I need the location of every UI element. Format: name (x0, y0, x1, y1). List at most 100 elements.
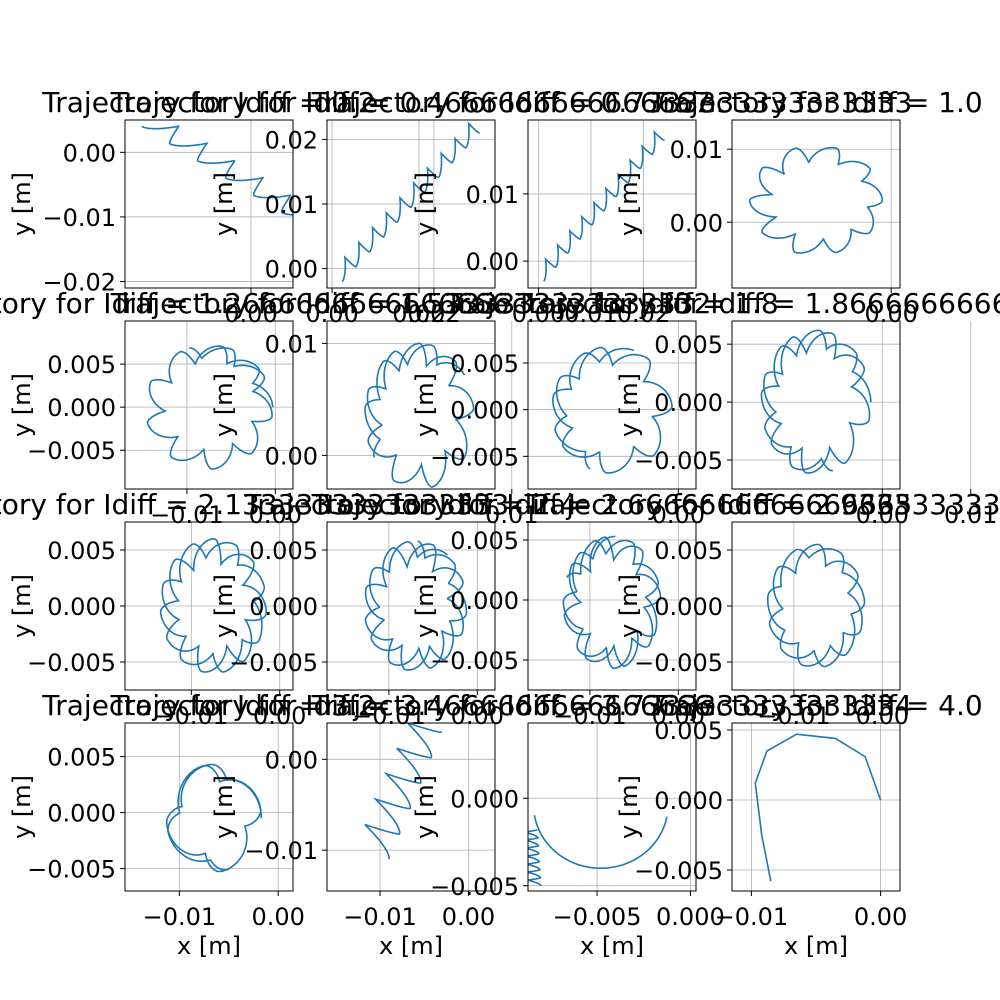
y-tick-label: 0.00 (466, 248, 519, 276)
y-tick-label: 0.000 (47, 593, 116, 621)
y-tick-label: −0.01 (42, 204, 116, 232)
trajectory-line (760, 329, 872, 474)
y-tick-label: 0.000 (654, 787, 723, 815)
x-tick-label: −0.01 (143, 903, 217, 931)
trajectory-line (146, 345, 274, 470)
y-tick-label: −0.02 (42, 269, 116, 297)
y-tick-label: 0.000 (450, 397, 519, 425)
y-tick-label: 0.005 (450, 527, 519, 555)
y-tick-label: 0.000 (450, 587, 519, 615)
y-tick-label: 0.000 (654, 593, 723, 621)
axes-frame (527, 119, 697, 289)
x-tick-label: −0.005 (553, 903, 642, 931)
trajectory-line (528, 829, 542, 887)
x-tick-label: 0.00 (251, 903, 304, 931)
y-tick-label: 0.005 (47, 744, 116, 772)
y-axis-label: y [m] (411, 775, 439, 839)
y-tick-label: 0.005 (654, 537, 723, 565)
y-axis-label: y [m] (8, 574, 36, 638)
y-tick-label: 0.005 (47, 537, 116, 565)
trajectory-line (533, 815, 668, 869)
subplot-title: Trajectory for Idiff = 3.466666666666666… (110, 689, 712, 722)
trajectory-line (552, 346, 673, 474)
y-tick-label: 0.000 (249, 593, 318, 621)
y-tick-label: −0.005 (634, 857, 723, 885)
y-axis-label: y [m] (8, 172, 36, 236)
subplot-title: Trajectory for Idiff = 2.133333333333333… (0, 488, 509, 521)
subplot-3: 0.00 0.01 0.020.010.00y [m]Trajectory for … (311, 86, 913, 328)
y-tick-label: 0.005 (654, 331, 723, 359)
x-tick-label: −0.01 (715, 903, 789, 931)
y-tick-label: 0.00 (265, 442, 318, 470)
y-tick-label: 0.000 (47, 394, 116, 422)
x-tick-label: −0.01 (150, 501, 224, 529)
subplot-title: Trajectory for Idiff = 1.266666666666666… (0, 287, 509, 320)
x-tick-label: 0.00 (854, 903, 907, 931)
trajectory-line (364, 540, 468, 671)
trajectory-line (543, 129, 665, 282)
trajectory-line (159, 538, 267, 673)
x-tick-label: 0.00 (253, 702, 306, 730)
x-tick-label: −0.01 (343, 903, 417, 931)
subplot-7: 0.00 0.005 0.000 −0.005 y [m] Trajectory for … (411, 287, 779, 529)
subplot-title: Trajectory for Idiff = 2.4 (243, 488, 577, 521)
y-tick-label: 0.000 (450, 785, 519, 813)
x-tick-label: 0.01 (564, 300, 617, 328)
trajectory-line (364, 342, 475, 488)
axes-frame (731, 722, 901, 892)
subplot-16: −0.01 0.00 0.005 0.000 −0.005 y [m] x [m] Traje… (615, 689, 983, 960)
y-axis-label: y [m] (8, 373, 36, 437)
trajectory-line (748, 146, 884, 254)
x-tick-label: 0.00 (305, 300, 358, 328)
y-tick-label: 0.01 (466, 181, 519, 209)
subplot-title: Trajectory for Idiff = 0.466666666666666… (110, 86, 712, 119)
y-tick-label: −0.005 (229, 649, 318, 677)
y-axis-label: y [m] (210, 373, 238, 437)
x-tick-label: 0.00 (442, 903, 495, 931)
subplot-6: 0.010.010.00y [m]Trajectory for Idiff = … (110, 287, 712, 529)
subplot-13: −0.01 0.00 0.005 0.000 −0.005 y [m] x [m] Traje… (8, 689, 376, 960)
axes-frame (527, 521, 697, 691)
y-tick-label: 0.005 (450, 350, 519, 378)
y-axis-label: y [m] (411, 172, 439, 236)
x-tick-label: −0.01 (553, 702, 627, 730)
y-axis-label: y [m] (411, 373, 439, 437)
y-tick-label: −0.005 (27, 437, 116, 465)
trajectory-line (562, 535, 662, 670)
trajectory-line (141, 125, 293, 216)
axes-frame (527, 722, 697, 892)
trajectory-line (364, 723, 443, 860)
axes-frame (124, 722, 294, 892)
x-tick-label: 0.01 (485, 501, 538, 529)
axes-frame (527, 320, 697, 490)
y-tick-label: −0.005 (27, 856, 116, 884)
y-tick-label: −0.005 (430, 443, 519, 471)
x-tick-label: 0.02 (392, 300, 445, 328)
subplot-title: Trajectory for Idiff = 1.533333333333333… (110, 287, 712, 320)
subplot-title: Trajectory for Idiff = 1.0 (648, 86, 982, 119)
trajectory-line (341, 121, 480, 282)
x-tick-label: 0.02 (407, 300, 460, 328)
subplot-15: −0.005 0.000 0.000 −0.005 y [m] x [m] Trajecto… (311, 689, 913, 960)
axes-frame (731, 119, 901, 289)
y-tick-label: −0.005 (430, 873, 519, 901)
subplot-title: Trajectory for Idiff = 4.0 (648, 689, 982, 722)
x-axis-label: x [m] (379, 932, 443, 960)
x-tick-label: 0.00 (512, 300, 565, 328)
x-tick-label: 0.02 (617, 300, 670, 328)
subplot-title: Trajectory for Idiff = 3.733333333333333… (311, 689, 913, 722)
axes-frame (124, 119, 294, 289)
x-tick-label: 0.00 (224, 300, 277, 328)
subplot-1: 0.00 0.02 0.00 −0.01 −0.02 y [m] Trajectory fo… (8, 86, 446, 328)
y-tick-label: 0.01 (265, 330, 318, 358)
y-axis-label: y [m] (615, 373, 643, 437)
y-tick-label: 0.005 (47, 351, 116, 379)
trajectory-line (165, 763, 263, 873)
x-tick-label: 0.000 (656, 903, 725, 931)
subplot-2: 0.00 0.020.020.010.00y [m]Trajectory for … (110, 86, 712, 328)
y-axis-label: y [m] (210, 172, 238, 236)
